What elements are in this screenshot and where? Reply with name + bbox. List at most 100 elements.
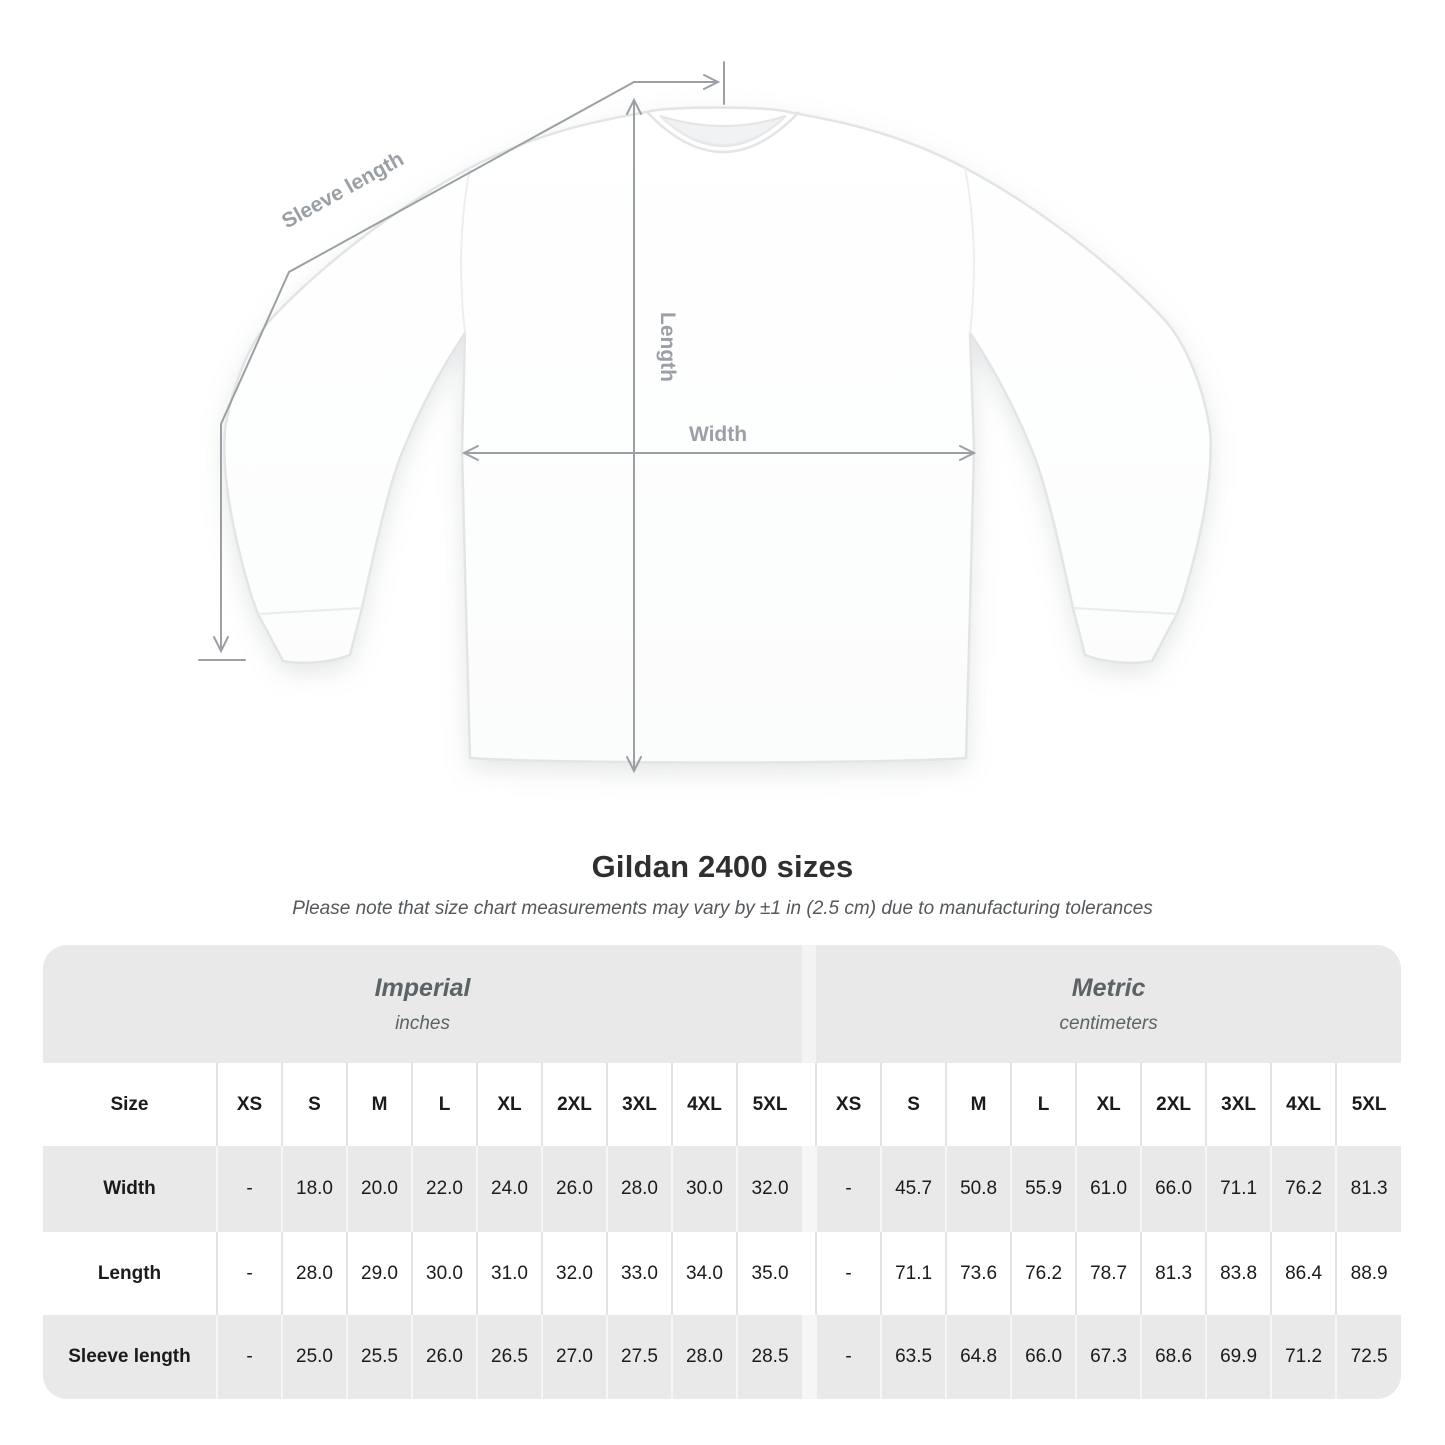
sleeve-length-arrow <box>198 61 725 661</box>
size-chart-table: Imperial inches Metric centimeters Size … <box>43 945 1401 1399</box>
cell-metric: 64.8 <box>945 1315 1012 1399</box>
column-header-imperial-xs: XS <box>216 1063 282 1146</box>
cell-imperial: 28.0 <box>606 1146 672 1232</box>
cell-metric: 63.5 <box>880 1315 947 1399</box>
cell-metric: 76.2 <box>1010 1232 1077 1315</box>
column-header-imperial-5xl: 5XL <box>735 1063 803 1146</box>
shirt-diagram: Sleeve length Length Width <box>198 61 1212 774</box>
length-label: Length <box>656 312 679 382</box>
collar <box>646 111 800 154</box>
column-header-metric-3xl: 3XL <box>1205 1063 1272 1146</box>
cell-imperial: 32.0 <box>735 1146 803 1232</box>
cell-metric: 81.3 <box>1140 1232 1207 1315</box>
cell-imperial: 29.0 <box>346 1232 412 1315</box>
row-label-width: Width <box>43 1146 217 1232</box>
cell-imperial: 25.5 <box>346 1315 412 1399</box>
group-gap <box>802 1146 817 1232</box>
cell-metric: - <box>815 1232 882 1315</box>
cell-metric: 86.4 <box>1270 1232 1337 1315</box>
cell-imperial: 27.0 <box>541 1315 607 1399</box>
cell-imperial: 28.0 <box>671 1315 737 1399</box>
size-column-label: Size <box>43 1063 217 1146</box>
column-header-imperial-3xl: 3XL <box>606 1063 672 1146</box>
sleeve-length-row: Sleeve length -25.0 25.5 26.0 26.5 27.0 27.5 2… <box>43 1315 1401 1399</box>
page-title: Gildan 2400 sizes <box>591 849 854 884</box>
column-header-metric-s: S <box>880 1063 947 1146</box>
column-header-metric-2xl: 2XL <box>1140 1063 1207 1146</box>
group-header-imperial: Imperial inches <box>43 945 803 1063</box>
cell-imperial: 20.0 <box>346 1146 412 1232</box>
group-gap <box>802 1315 817 1399</box>
column-header-imperial-m: M <box>346 1063 412 1146</box>
cell-imperial: - <box>216 1315 282 1399</box>
width-row: Width -18.0 20.0 22.0 24.0 26.0 28.0 30.0 32.0-… <box>43 1146 1401 1232</box>
column-header-imperial-s: S <box>281 1063 347 1146</box>
column-header-metric-xl: XL <box>1075 1063 1142 1146</box>
size-chart: Imperial inches Metric centimeters Size … <box>43 945 1401 1399</box>
cell-imperial: 18.0 <box>281 1146 347 1232</box>
cell-imperial: 30.0 <box>411 1232 477 1315</box>
cell-metric: 88.9 <box>1335 1232 1401 1315</box>
size-header-row: Size XS S M L XL 2XL 3XL 4XL 5XL XS S M L XL 2XL 3XL 4XL… <box>43 1063 1401 1146</box>
group-title-metric: Metric <box>1071 973 1146 1002</box>
column-header-imperial-xl: XL <box>476 1063 542 1146</box>
shirt-illustration <box>223 106 1212 764</box>
cell-imperial: 22.0 <box>411 1146 477 1232</box>
cell-imperial: 30.0 <box>671 1146 737 1232</box>
cell-metric: 72.5 <box>1335 1315 1401 1399</box>
cell-imperial: 26.5 <box>476 1315 542 1399</box>
cell-metric: 73.6 <box>945 1232 1012 1315</box>
cell-imperial: 32.0 <box>541 1232 607 1315</box>
cell-metric: 66.0 <box>1140 1146 1207 1232</box>
cell-metric: 78.7 <box>1075 1232 1142 1315</box>
cell-metric: 76.2 <box>1270 1146 1337 1232</box>
cell-metric: 83.8 <box>1205 1232 1272 1315</box>
cell-imperial: 31.0 <box>476 1232 542 1315</box>
page-subtitle: Please note that size chart measurements… <box>292 898 1153 919</box>
cell-imperial: 27.5 <box>606 1315 672 1399</box>
cell-imperial: 24.0 <box>476 1146 542 1232</box>
cell-imperial: - <box>216 1146 282 1232</box>
cell-imperial: 34.0 <box>671 1232 737 1315</box>
column-header-metric-xs: XS <box>815 1063 882 1146</box>
cell-imperial: 28.5 <box>735 1315 803 1399</box>
group-header-metric: Metric centimeters <box>816 945 1401 1063</box>
cell-metric: 69.9 <box>1205 1315 1272 1399</box>
column-header-metric-l: L <box>1010 1063 1077 1146</box>
cell-imperial: - <box>216 1232 282 1315</box>
group-subtitle-metric: centimeters <box>1059 1012 1158 1034</box>
width-arrow <box>461 445 977 461</box>
group-subtitle-imperial: inches <box>395 1012 450 1034</box>
cell-metric: 67.3 <box>1075 1315 1142 1399</box>
column-header-imperial-2xl: 2XL <box>541 1063 607 1146</box>
cell-metric: 68.6 <box>1140 1315 1207 1399</box>
row-label-length: Length <box>43 1232 217 1315</box>
cell-imperial: 26.0 <box>541 1146 607 1232</box>
length-row: Length -28.0 29.0 30.0 31.0 32.0 33.0 34.0 35.0… <box>43 1232 1401 1315</box>
column-header-metric-4xl: 4XL <box>1270 1063 1337 1146</box>
column-header-imperial-4xl: 4XL <box>671 1063 737 1146</box>
column-header-metric-5xl: 5XL <box>1335 1063 1401 1146</box>
group-title-imperial: Imperial <box>374 973 471 1002</box>
cell-imperial: 35.0 <box>735 1232 803 1315</box>
cell-metric: - <box>815 1146 882 1232</box>
row-label-sleeve-length: Sleeve length <box>43 1315 217 1399</box>
cell-imperial: 33.0 <box>606 1232 672 1315</box>
cell-metric: 71.1 <box>1205 1146 1272 1232</box>
group-gap <box>802 1063 817 1146</box>
cell-metric: 50.8 <box>945 1146 1012 1232</box>
cell-metric: 61.0 <box>1075 1146 1142 1232</box>
cell-metric: 45.7 <box>880 1146 947 1232</box>
width-label: Width <box>689 423 747 446</box>
cell-metric: - <box>815 1315 882 1399</box>
cell-metric: 66.0 <box>1010 1315 1077 1399</box>
group-gap <box>802 945 817 1063</box>
cell-imperial: 25.0 <box>281 1315 347 1399</box>
length-arrow <box>626 97 642 774</box>
unit-group-header-row: Imperial inches Metric centimeters <box>43 945 1401 1063</box>
group-gap <box>802 1232 817 1315</box>
cell-metric: 71.2 <box>1270 1315 1337 1399</box>
cell-metric: 81.3 <box>1335 1146 1401 1232</box>
cell-imperial: 28.0 <box>281 1232 347 1315</box>
